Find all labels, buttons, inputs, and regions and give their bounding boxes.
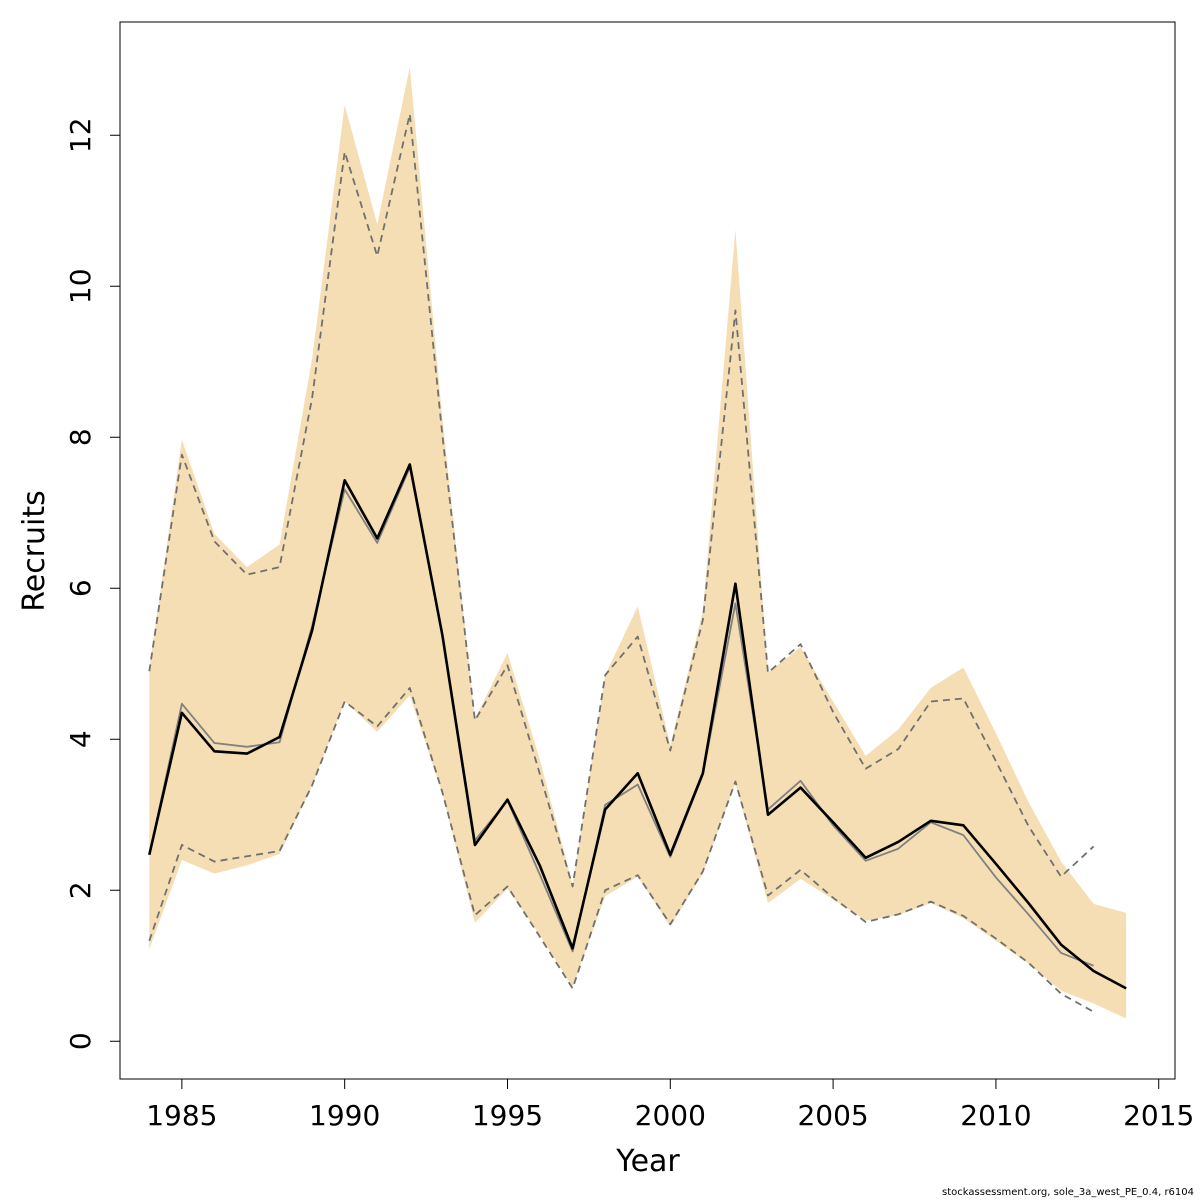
y-tick-label-12: 12 [64, 117, 97, 153]
x-tick-label-2000: 2000 [635, 1099, 706, 1132]
x-axis-title: Year [615, 1144, 680, 1179]
y-tick-label-4: 4 [64, 730, 97, 748]
plot-area [148, 67, 1127, 1019]
y-tick-label-8: 8 [64, 428, 97, 446]
x-axis: 1985 1990 1995 2000 2005 2010 2015 [146, 1078, 1194, 1132]
x-tick-label-2010: 2010 [960, 1099, 1031, 1132]
confidence-band [149, 67, 1127, 1019]
y-tick-label-2: 2 [64, 881, 97, 899]
x-tick-label-2005: 2005 [797, 1099, 868, 1132]
credit-footer: stockassessment.org, sole_3a_west_PE_0.4… [942, 1187, 1194, 1198]
x-tick-label-1985: 1985 [146, 1099, 217, 1132]
previous-upper-ci-line [148, 113, 1095, 888]
y-axis-title: Recruits [17, 490, 52, 612]
y-tick-label-10: 10 [64, 268, 97, 304]
y-axis: 0 2 4 6 8 10 12 [64, 117, 121, 1050]
previous-lower-ci-line [148, 687, 1095, 1013]
x-tick-label-2015: 2015 [1123, 1099, 1194, 1132]
x-tick-label-1990: 1990 [309, 1099, 380, 1132]
y-tick-label-6: 6 [64, 579, 97, 597]
x-tick-label-1995: 1995 [472, 1099, 543, 1132]
estimate-line [148, 463, 1127, 990]
y-tick-label-0: 0 [64, 1032, 97, 1050]
